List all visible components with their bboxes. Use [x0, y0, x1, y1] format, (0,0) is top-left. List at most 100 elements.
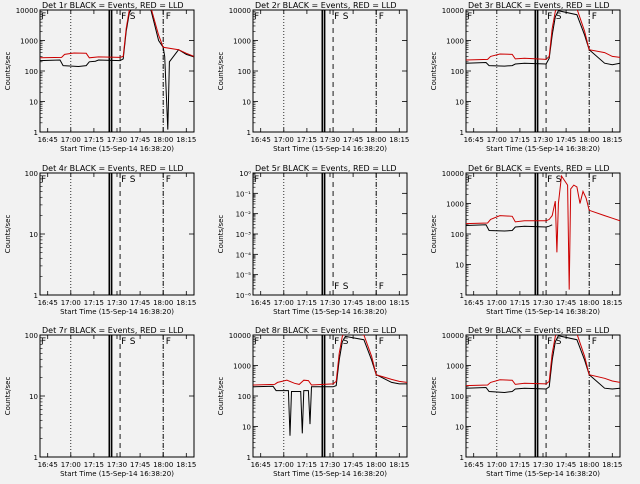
events-series [40, 10, 194, 130]
marker-label: F [166, 337, 171, 347]
x-tick-label: 16:45 [251, 299, 271, 307]
x-tick-label: 17:00 [61, 461, 81, 469]
x-tick-label: 17:15 [297, 461, 317, 469]
lld-series [466, 10, 620, 61]
x-tick-label: 17:15 [84, 136, 104, 144]
y-tick-label: 10⁰ [239, 170, 251, 178]
marker-label: F [379, 337, 384, 347]
x-tick-label: 17:15 [297, 136, 317, 144]
y-axis-label: Counts/sec [217, 215, 225, 254]
y-tick-label: 10000 [442, 170, 464, 178]
x-tick-label: 17:15 [297, 299, 317, 307]
y-tick-label: 10 [455, 262, 464, 270]
x-tick-label: 17:00 [274, 299, 294, 307]
marker-label: S [130, 337, 136, 347]
panel-title: Det 8r BLACK = Events, RED = LLD [255, 326, 397, 335]
x-tick-label: 17:30 [533, 299, 553, 307]
marker-label: F [547, 12, 552, 22]
x-tick-label: 18:00 [366, 299, 386, 307]
panel-title: Det 3r BLACK = Events, RED = LLD [468, 1, 610, 10]
marker-label: F [166, 175, 171, 185]
x-tick-label: 18:00 [153, 461, 173, 469]
marker-label: S [556, 12, 562, 22]
marker-label: S [343, 12, 349, 22]
y-axis-label: Counts/sec [430, 52, 438, 91]
y-tick-label: 100 [451, 231, 464, 239]
lld-series [253, 335, 407, 386]
marker-label: F [41, 175, 46, 185]
marker-label: S [343, 282, 349, 292]
panel-title: Det 9r BLACK = Events, RED = LLD [468, 326, 610, 335]
y-tick-label: 10 [455, 99, 464, 107]
x-tick-label: 17:00 [274, 136, 294, 144]
x-tick-label: 17:30 [533, 136, 553, 144]
marker-label: S [556, 175, 562, 185]
y-tick-label: 10⁻⁶ [236, 292, 252, 300]
x-tick-label: 18:15 [389, 461, 409, 469]
x-tick-label: 16:45 [464, 461, 484, 469]
x-tick-label: 17:15 [510, 299, 530, 307]
x-tick-label: 18:15 [176, 136, 196, 144]
x-tick-label: 18:00 [366, 461, 386, 469]
y-tick-label: 10000 [229, 332, 251, 340]
plot-frame [39, 9, 195, 133]
x-tick-label: 18:00 [579, 136, 599, 144]
marker-label: F [334, 282, 339, 292]
y-tick-label: 1 [34, 129, 38, 137]
x-tick-label: 17:00 [487, 299, 507, 307]
marker-label: F [166, 12, 171, 22]
y-tick-label: 10 [29, 99, 38, 107]
x-tick-label: 18:15 [176, 299, 196, 307]
x-tick-label: 18:15 [389, 136, 409, 144]
x-tick-label: 17:45 [556, 299, 576, 307]
y-tick-label: 1000 [446, 363, 464, 371]
x-tick-label: 17:45 [343, 461, 363, 469]
panel-title: Det 4r BLACK = Events, RED = LLD [42, 164, 184, 173]
plot-frame [252, 334, 408, 458]
y-tick-label: 10000 [442, 332, 464, 340]
marker-label: F [592, 12, 597, 22]
x-axis-label: Start Time (15-Sep-14 16:38:20) [273, 145, 387, 153]
marker-label: F [121, 337, 126, 347]
y-tick-label: 1000 [446, 38, 464, 46]
y-tick-label: 100 [25, 170, 38, 178]
marker-label: S [343, 337, 349, 347]
plot-frame [252, 9, 408, 133]
x-tick-label: 16:45 [251, 461, 271, 469]
plot-frame [39, 172, 195, 296]
marker-label: S [130, 175, 136, 185]
y-tick-label: 10 [455, 424, 464, 432]
x-tick-label: 17:45 [556, 136, 576, 144]
marker-label: F [121, 12, 126, 22]
x-tick-label: 17:15 [510, 136, 530, 144]
marker-label: F [121, 175, 126, 185]
y-axis-label: Counts/sec [4, 52, 12, 91]
lld-series [466, 335, 620, 387]
y-tick-label: 100 [25, 332, 38, 340]
x-tick-label: 17:00 [487, 461, 507, 469]
plot-frame [252, 172, 408, 296]
y-tick-label: 10 [242, 99, 251, 107]
plot-frame [39, 334, 195, 458]
y-axis-label: Counts/sec [430, 377, 438, 416]
x-tick-label: 18:15 [602, 299, 622, 307]
y-tick-label: 1000 [20, 38, 38, 46]
x-tick-label: 18:15 [602, 461, 622, 469]
panel-title: Det 1r BLACK = Events, RED = LLD [42, 1, 184, 10]
y-tick-label: 100 [238, 68, 251, 76]
x-tick-label: 18:00 [153, 136, 173, 144]
y-tick-label: 1 [34, 454, 38, 462]
marker-label: F [547, 175, 552, 185]
y-tick-label: 100 [451, 68, 464, 76]
y-tick-label: 100 [238, 393, 251, 401]
y-tick-label: 10⁻⁵ [236, 272, 252, 280]
x-tick-label: 16:45 [38, 461, 58, 469]
marker-label: S [556, 337, 562, 347]
x-tick-label: 16:45 [38, 136, 58, 144]
x-tick-label: 17:45 [343, 136, 363, 144]
